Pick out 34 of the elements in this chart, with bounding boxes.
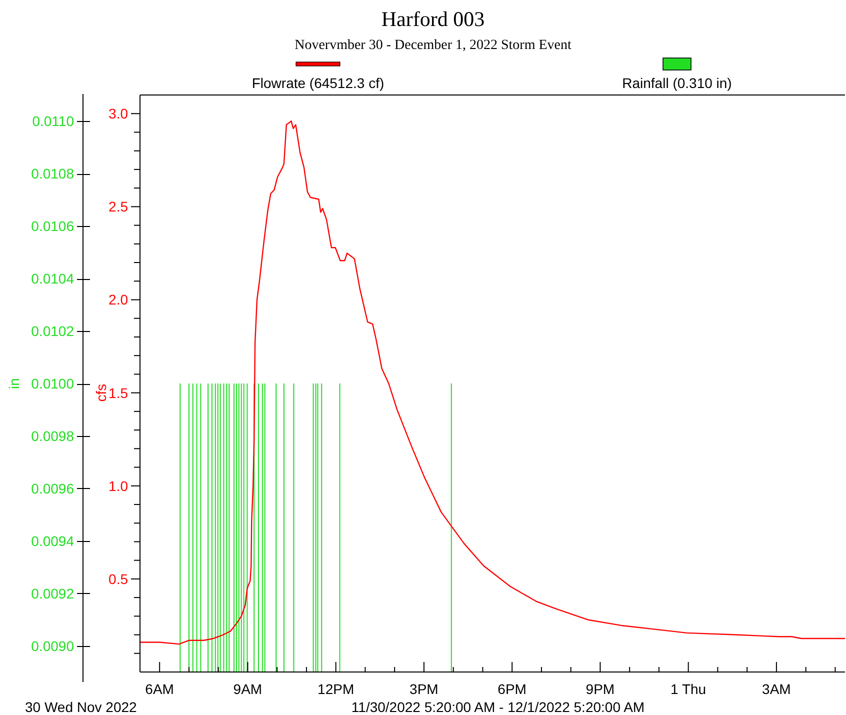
y2-tick-label: 0.0108 [31, 166, 74, 182]
y2-axis-title: in [6, 378, 22, 389]
legend-label: Rainfall (0.310 in) [622, 75, 732, 91]
text: 11/30/2022 5:20:00 AM - 12/1/2022 5:20:00 AM [351, 699, 645, 715]
y2-tick-label: 0.0096 [31, 480, 74, 496]
chart-subtitle: Novervmber 30 - December 1, 2022 Storm Event [294, 38, 572, 53]
text: 30 Wed Nov 2022 [25, 699, 138, 715]
x-tick-label: 3AM [762, 681, 791, 697]
y-tick-label: 1.0 [108, 478, 128, 494]
y2-tick-label: 0.0100 [31, 376, 74, 392]
y2-tick-label: 0.0102 [31, 323, 74, 340]
y-tick-label: 3.0 [108, 106, 128, 122]
legend-label: Flowrate (64512.3 cf) [252, 75, 384, 91]
y-tick-label: 1.5 [108, 384, 128, 401]
x-tick-label: 3PM [410, 681, 438, 697]
y-tick-label: 2.5 [108, 198, 128, 215]
y2-tick-label: 0.0098 [31, 428, 74, 444]
chart-title: Harford 003 [381, 7, 485, 31]
y2-tick-label: 0.0092 [31, 585, 74, 602]
x-tick-label: 12PM [318, 681, 354, 697]
x-tick-label: 6PM [498, 681, 526, 697]
y2-tick-label: 0.0110 [32, 113, 74, 130]
x-tick-label: 6AM [145, 681, 174, 697]
x-tick-label: 9AM [233, 681, 262, 697]
y2-tick-label: 0.0106 [31, 218, 74, 234]
y-axis-title: cfs [93, 384, 109, 402]
line-series [139, 120, 846, 645]
x-tick-label: 1 Thu [670, 681, 706, 697]
y2-tick-label: 0.0094 [31, 532, 74, 549]
y-tick-label: 0.5 [108, 570, 128, 587]
y2-tick-label: 0.0104 [31, 270, 74, 287]
y2-tick-label: 0.0090 [31, 638, 74, 654]
y-tick-label: 2.0 [108, 292, 128, 308]
x-tick-label: 9PM [586, 681, 615, 697]
